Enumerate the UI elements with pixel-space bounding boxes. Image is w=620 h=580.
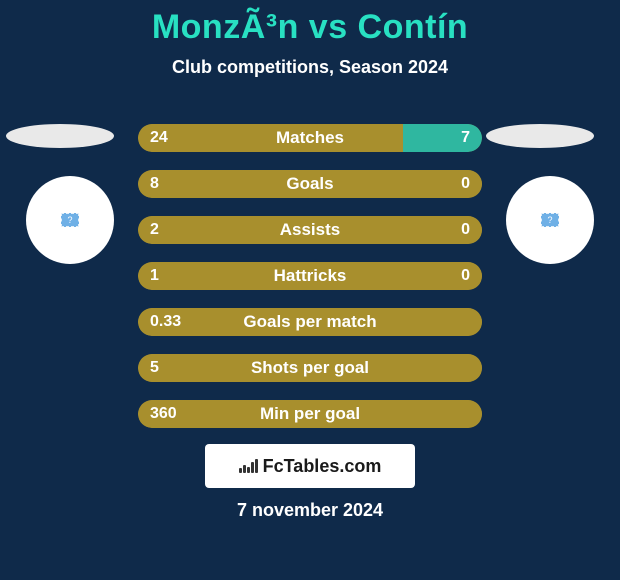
comparison-bars: Matches247 Goals80 Assists20 Hattricks10 Goa… [138, 124, 482, 446]
stat-row: Goals80 [138, 170, 482, 198]
date-label: 7 november 2024 [0, 500, 620, 521]
stat-row: Assists20 [138, 216, 482, 244]
decor-ellipse-right [486, 124, 594, 148]
page-subtitle: Club competitions, Season 2024 [0, 57, 620, 78]
bar-segment-left [138, 262, 482, 290]
stat-row: Hattricks10 [138, 262, 482, 290]
stat-row: Goals per match0.33 [138, 308, 482, 336]
placeholder-glyph: ? [67, 216, 72, 225]
image-placeholder-icon: ? [541, 213, 559, 227]
bar-segment-left [138, 400, 482, 428]
bar-segment-left [138, 354, 482, 382]
page-title: MonzÃ³n vs Contín [0, 0, 620, 47]
bar-chart-icon [239, 459, 257, 473]
bar-segment-left [138, 124, 403, 152]
attribution-text: FcTables.com [263, 456, 382, 477]
attribution-badge: FcTables.com [205, 444, 415, 488]
stat-row: Min per goal360 [138, 400, 482, 428]
bar-segment-left [138, 170, 482, 198]
player-badge-right: ? [506, 176, 594, 264]
content-root: MonzÃ³n vs Contín Club competitions, Sea… [0, 0, 620, 580]
decor-ellipse-left [6, 124, 114, 148]
placeholder-glyph: ? [547, 216, 552, 225]
player-badge-left: ? [26, 176, 114, 264]
bar-segment-left [138, 308, 482, 336]
bar-segment-right [403, 124, 482, 152]
image-placeholder-icon: ? [61, 213, 79, 227]
stat-row: Matches247 [138, 124, 482, 152]
stat-row: Shots per goal5 [138, 354, 482, 382]
bar-segment-left [138, 216, 482, 244]
